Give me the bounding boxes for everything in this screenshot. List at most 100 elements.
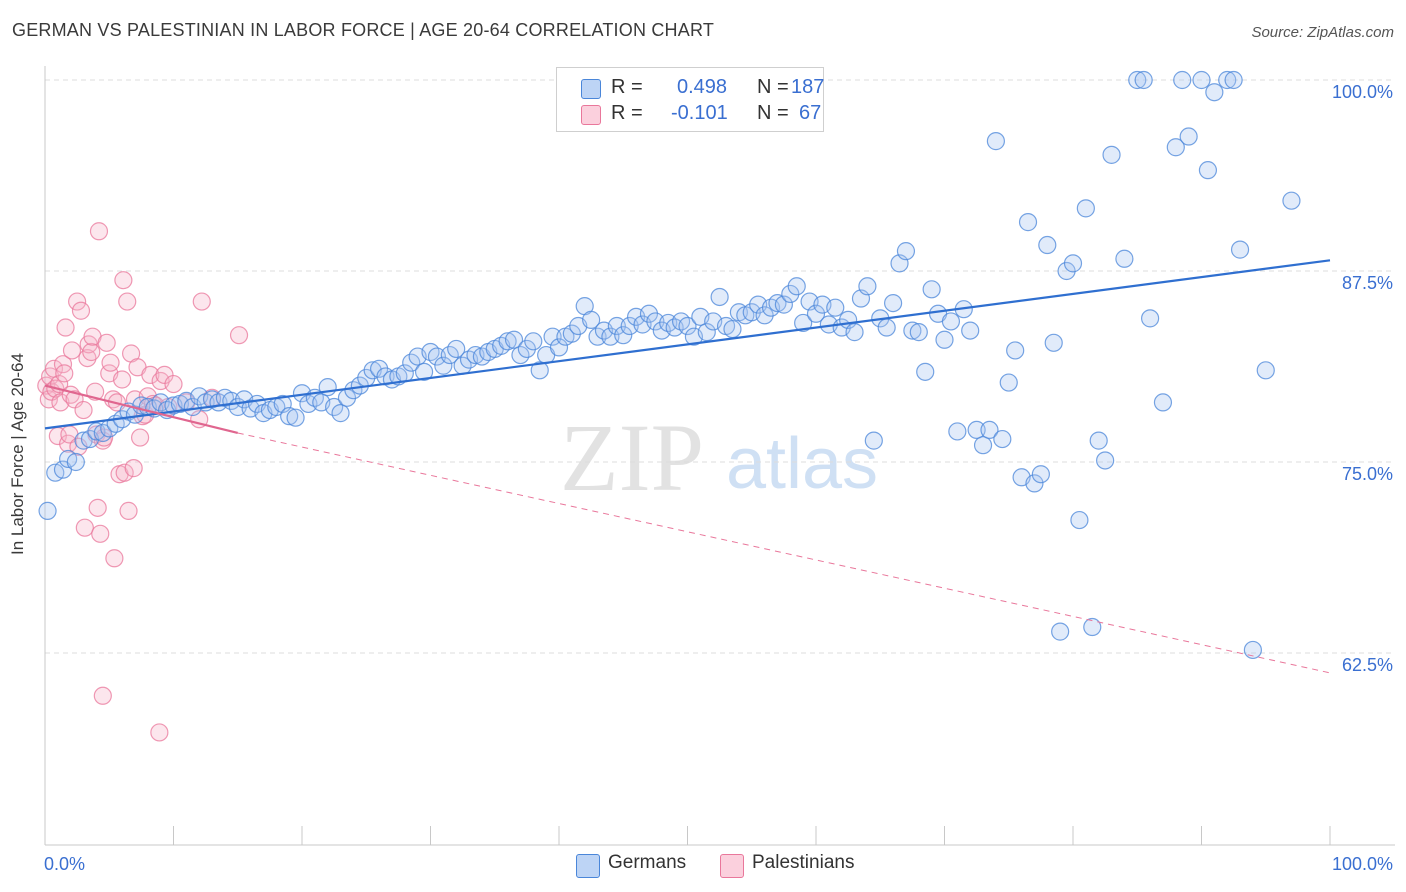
germans-point bbox=[794, 313, 813, 333]
germans-point bbox=[370, 359, 389, 378]
palestinians-point bbox=[141, 365, 160, 385]
germans-point bbox=[1134, 70, 1153, 90]
germans-point bbox=[787, 277, 806, 296]
germans-point bbox=[1102, 145, 1121, 164]
germans-point bbox=[1051, 622, 1070, 641]
palestinians-point bbox=[51, 393, 70, 412]
palestinians-point bbox=[93, 686, 112, 705]
legend-n-value: 67 bbox=[799, 102, 822, 124]
germans-point bbox=[697, 323, 716, 342]
germans-point bbox=[1256, 361, 1275, 380]
germans-point bbox=[1089, 431, 1108, 450]
germans-trend-line bbox=[44, 259, 1331, 430]
germans-point bbox=[639, 304, 659, 323]
palestinians-point bbox=[97, 333, 116, 352]
germans-point bbox=[986, 132, 1006, 151]
source-note: Source: ZipAtlas.com bbox=[1251, 24, 1394, 41]
germans-point bbox=[961, 321, 980, 340]
germans-point bbox=[1198, 161, 1218, 180]
germans-points bbox=[38, 70, 1301, 660]
germans-point bbox=[826, 298, 845, 317]
germans-point bbox=[806, 304, 826, 323]
germans-point bbox=[1218, 70, 1237, 90]
legend-n-label: N = bbox=[757, 76, 789, 98]
germans-point bbox=[1057, 261, 1076, 281]
germans-point bbox=[1192, 70, 1211, 90]
germans-point bbox=[504, 330, 524, 349]
trend-lines bbox=[44, 259, 1331, 674]
bottom-legend-label-palestinians: Palestinians bbox=[752, 852, 855, 873]
germans-point bbox=[1096, 451, 1115, 470]
palestinians-point bbox=[56, 318, 75, 337]
palestinians-point bbox=[101, 353, 120, 372]
germans-point bbox=[768, 293, 787, 313]
palestinians-point bbox=[59, 434, 78, 453]
germans-point bbox=[517, 339, 536, 359]
palestinians-point bbox=[164, 374, 183, 394]
legend-r-label: R = bbox=[611, 102, 643, 124]
germans-point bbox=[562, 324, 581, 343]
y-tick-label: 62.5% bbox=[1342, 655, 1393, 675]
gridlines bbox=[45, 79, 1395, 654]
y-tick-label: 75.0% bbox=[1342, 464, 1393, 484]
legend-n-value: 187 bbox=[791, 76, 825, 98]
germans-point bbox=[1044, 333, 1063, 352]
germans-point bbox=[1018, 213, 1038, 232]
germans-point bbox=[723, 319, 742, 339]
germans-point bbox=[498, 332, 517, 351]
germans-point bbox=[935, 330, 954, 349]
germans-point bbox=[74, 431, 93, 450]
germans-point bbox=[1166, 138, 1185, 157]
germans-point bbox=[549, 338, 569, 357]
bottom-legend-label-germans: Germans bbox=[608, 852, 687, 873]
y-tick-label: 100.0% bbox=[1332, 82, 1393, 102]
germans-point bbox=[1243, 640, 1263, 660]
germans-point bbox=[845, 323, 864, 342]
palestinians-point bbox=[89, 222, 109, 241]
germans-point bbox=[447, 339, 466, 359]
germans-point bbox=[999, 373, 1018, 392]
legend-n-label: N = bbox=[757, 102, 789, 124]
palestinians-point bbox=[119, 501, 138, 520]
legend-swatch-germans bbox=[581, 79, 601, 99]
germans-point bbox=[280, 407, 299, 426]
germans-point bbox=[1038, 235, 1057, 255]
bottom-legend-swatch-germans bbox=[576, 854, 600, 878]
legend-r-value: -0.101 bbox=[671, 102, 728, 124]
germans-point bbox=[993, 429, 1012, 449]
germans-point bbox=[877, 318, 896, 337]
germans-point bbox=[582, 310, 601, 329]
legend-r-value: 0.498 bbox=[677, 76, 728, 98]
palestinians-point bbox=[68, 292, 87, 311]
germans-point bbox=[678, 316, 697, 336]
germans-point bbox=[909, 323, 928, 342]
palestinians-point bbox=[105, 549, 124, 568]
germans-point bbox=[607, 316, 626, 336]
germans-point bbox=[434, 356, 453, 375]
palestinians-point bbox=[74, 400, 93, 420]
x-tick-label: 100.0% bbox=[1332, 854, 1393, 874]
palestinians-point bbox=[62, 341, 82, 360]
germans-point bbox=[286, 408, 305, 427]
palestinians-point bbox=[115, 463, 134, 482]
germans-point bbox=[66, 452, 85, 472]
germans-point bbox=[1153, 393, 1173, 412]
germans-point bbox=[864, 431, 883, 450]
y-tick-label: 87.5% bbox=[1342, 273, 1393, 293]
germans-point bbox=[524, 332, 543, 351]
palestinians-point bbox=[112, 370, 132, 389]
germans-point bbox=[948, 422, 967, 441]
germans-point bbox=[1128, 70, 1147, 90]
germans-point bbox=[1070, 510, 1089, 530]
germans-point bbox=[896, 242, 916, 261]
palestinians-point bbox=[118, 292, 137, 311]
watermark-atlas: atlas bbox=[726, 424, 878, 504]
germans-point bbox=[414, 362, 434, 381]
palestinians-point bbox=[192, 292, 211, 311]
palestinians-points bbox=[37, 222, 249, 742]
germans-point bbox=[941, 312, 961, 331]
germans-point bbox=[1205, 83, 1224, 102]
germans-point bbox=[858, 277, 877, 296]
germans-point bbox=[922, 280, 941, 299]
germans-point bbox=[331, 404, 350, 423]
